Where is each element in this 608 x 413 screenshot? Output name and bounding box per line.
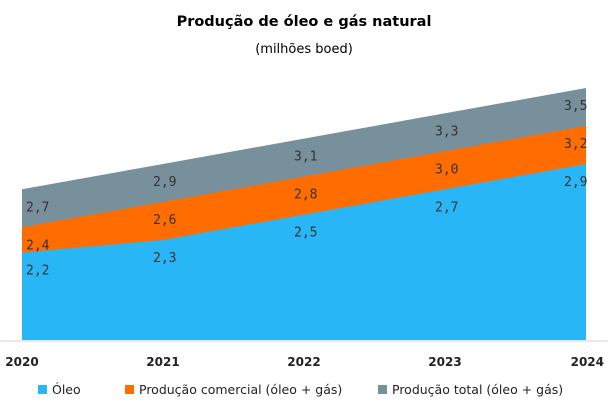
data-label: 2,5	[294, 226, 317, 241]
data-label: 3,5	[564, 99, 587, 114]
x-tick-label: 2020	[5, 355, 38, 369]
area-chart: 2,2 2,3 2,5 2,7 2,9 2,4 2,6 2,8 3,0 3,2 2,7 2,9 3,1 3…	[0, 87, 608, 369]
data-label: 2,6	[153, 213, 176, 228]
legend-item-producao-total: Produção total (óleo + gás)	[378, 382, 563, 397]
data-label: 3,2	[564, 137, 587, 152]
data-label: 2,2	[26, 264, 49, 279]
data-label: 3,1	[294, 150, 317, 165]
chart-legend: Óleo Produção comercial (óleo + gás) Pro…	[0, 382, 608, 402]
data-label: 3,0	[435, 162, 458, 177]
data-label: 2,9	[153, 175, 176, 190]
data-label: 2,9	[564, 175, 587, 190]
legend-item-producao-comercial: Produção comercial (óleo + gás)	[125, 382, 342, 397]
legend-item-oleo: Óleo	[38, 382, 81, 397]
data-label: 2,4	[26, 238, 50, 253]
x-tick-label: 2024	[571, 355, 604, 369]
x-tick-label: 2022	[287, 355, 320, 369]
x-tick-label: 2021	[146, 355, 179, 369]
legend-swatch-producao-total	[378, 385, 387, 394]
legend-swatch-oleo	[38, 385, 47, 394]
data-label: 2,8	[294, 188, 317, 203]
legend-label-oleo: Óleo	[52, 382, 81, 397]
legend-label-producao-comercial: Produção comercial (óleo + gás)	[139, 382, 343, 397]
data-label: 3,3	[435, 124, 458, 139]
data-label: 2,3	[153, 251, 176, 266]
chart-subtitle: (milhões boed)	[255, 42, 353, 57]
x-tick-label: 2023	[428, 355, 461, 369]
legend-label-producao-total: Produção total (óleo + gás)	[392, 382, 564, 397]
chart-title: Produção de óleo e gás natural	[176, 14, 432, 30]
legend-swatch-producao-comercial	[125, 385, 134, 394]
data-label: 2,7	[26, 200, 49, 215]
data-label: 2,7	[435, 200, 458, 215]
area-series-0	[22, 163, 586, 340]
